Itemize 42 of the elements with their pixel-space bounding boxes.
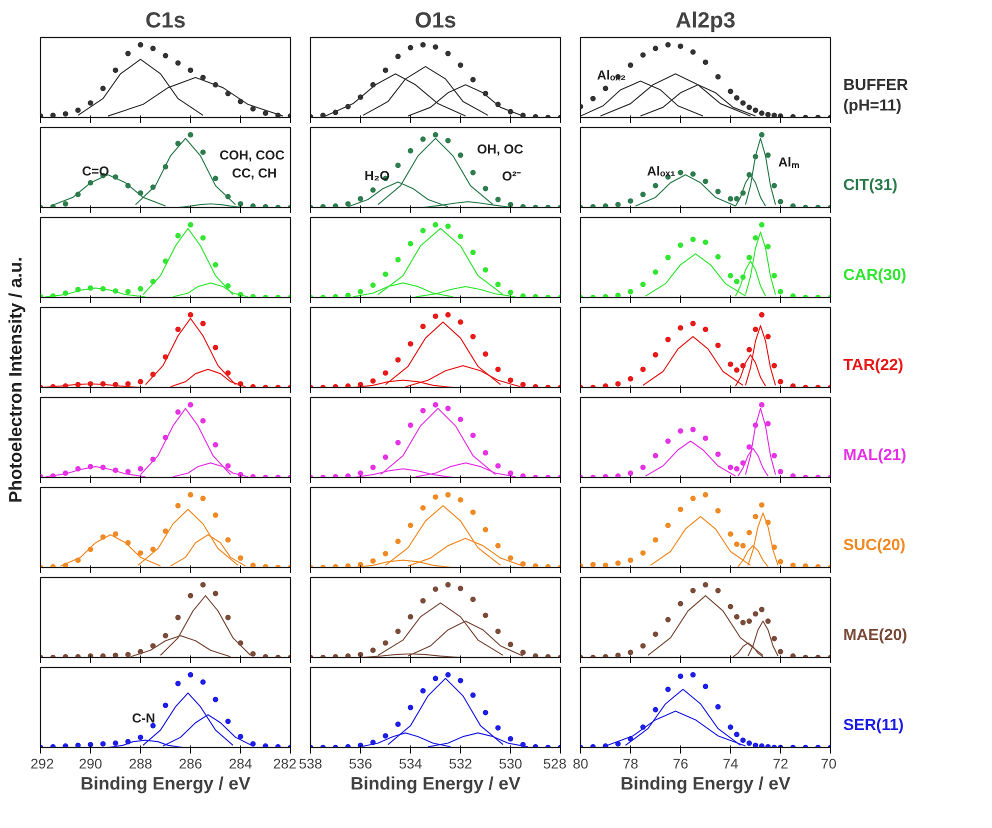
x-tick-label: 530 xyxy=(498,756,522,772)
text: TAR(22) xyxy=(843,357,904,374)
x-tick-label: 80 xyxy=(572,756,588,772)
x-tick-label: 532 xyxy=(448,756,472,772)
text: BUFFER (pH=11) xyxy=(843,76,909,114)
x-axis-title: Binding Energy / eV xyxy=(620,774,791,794)
text: SER(11) xyxy=(843,717,904,734)
x-tick-label: 72 xyxy=(772,756,788,772)
x-tick-label: 70 xyxy=(820,756,837,772)
x-tick-label: 534 xyxy=(398,756,422,772)
text: CIT(31) xyxy=(843,177,898,194)
text: CAR(30) xyxy=(843,267,906,284)
x-tick-label: 528 xyxy=(543,756,567,772)
x-tick-label: 284 xyxy=(228,756,252,772)
chart-title: O1s xyxy=(414,8,456,32)
annotation: OH, OC xyxy=(477,142,524,157)
x-tick-label: 288 xyxy=(128,756,152,772)
x-axis-title: Binding Energy / eV xyxy=(350,774,521,794)
text: SUC(20) xyxy=(843,537,906,554)
x-tick-label: 282 xyxy=(273,756,297,772)
x-tick-label: 536 xyxy=(348,756,372,772)
chart-title: Al2p3 xyxy=(676,8,736,32)
x-tick-label: 292 xyxy=(30,756,54,772)
text: MAE(20) xyxy=(843,627,908,644)
annotation: Alₒₓ₁ xyxy=(647,163,676,178)
x-tick-label: 76 xyxy=(672,756,688,772)
x-tick-label: 538 xyxy=(298,756,322,772)
annotation: C-N xyxy=(132,710,156,726)
annotation: COH, COC xyxy=(220,147,286,162)
annotation: Alₘ xyxy=(778,154,800,170)
x-tick-label: 286 xyxy=(178,756,202,772)
x-tick-label: 78 xyxy=(622,756,638,772)
text: MAL(21) xyxy=(843,447,906,464)
x-tick-label: 290 xyxy=(78,756,102,772)
annotation: C=O xyxy=(82,163,110,178)
annotation: CC, CH xyxy=(232,166,277,181)
x-axis-title: Binding Energy / eV xyxy=(80,774,251,794)
y-axis-title: Photoelectron Intensity / a.u. xyxy=(6,256,26,503)
annotation: O²⁻ xyxy=(502,168,522,184)
annotation: H₂O xyxy=(364,168,390,183)
chart-title: C1s xyxy=(145,8,186,32)
x-tick-label: 74 xyxy=(722,756,738,772)
